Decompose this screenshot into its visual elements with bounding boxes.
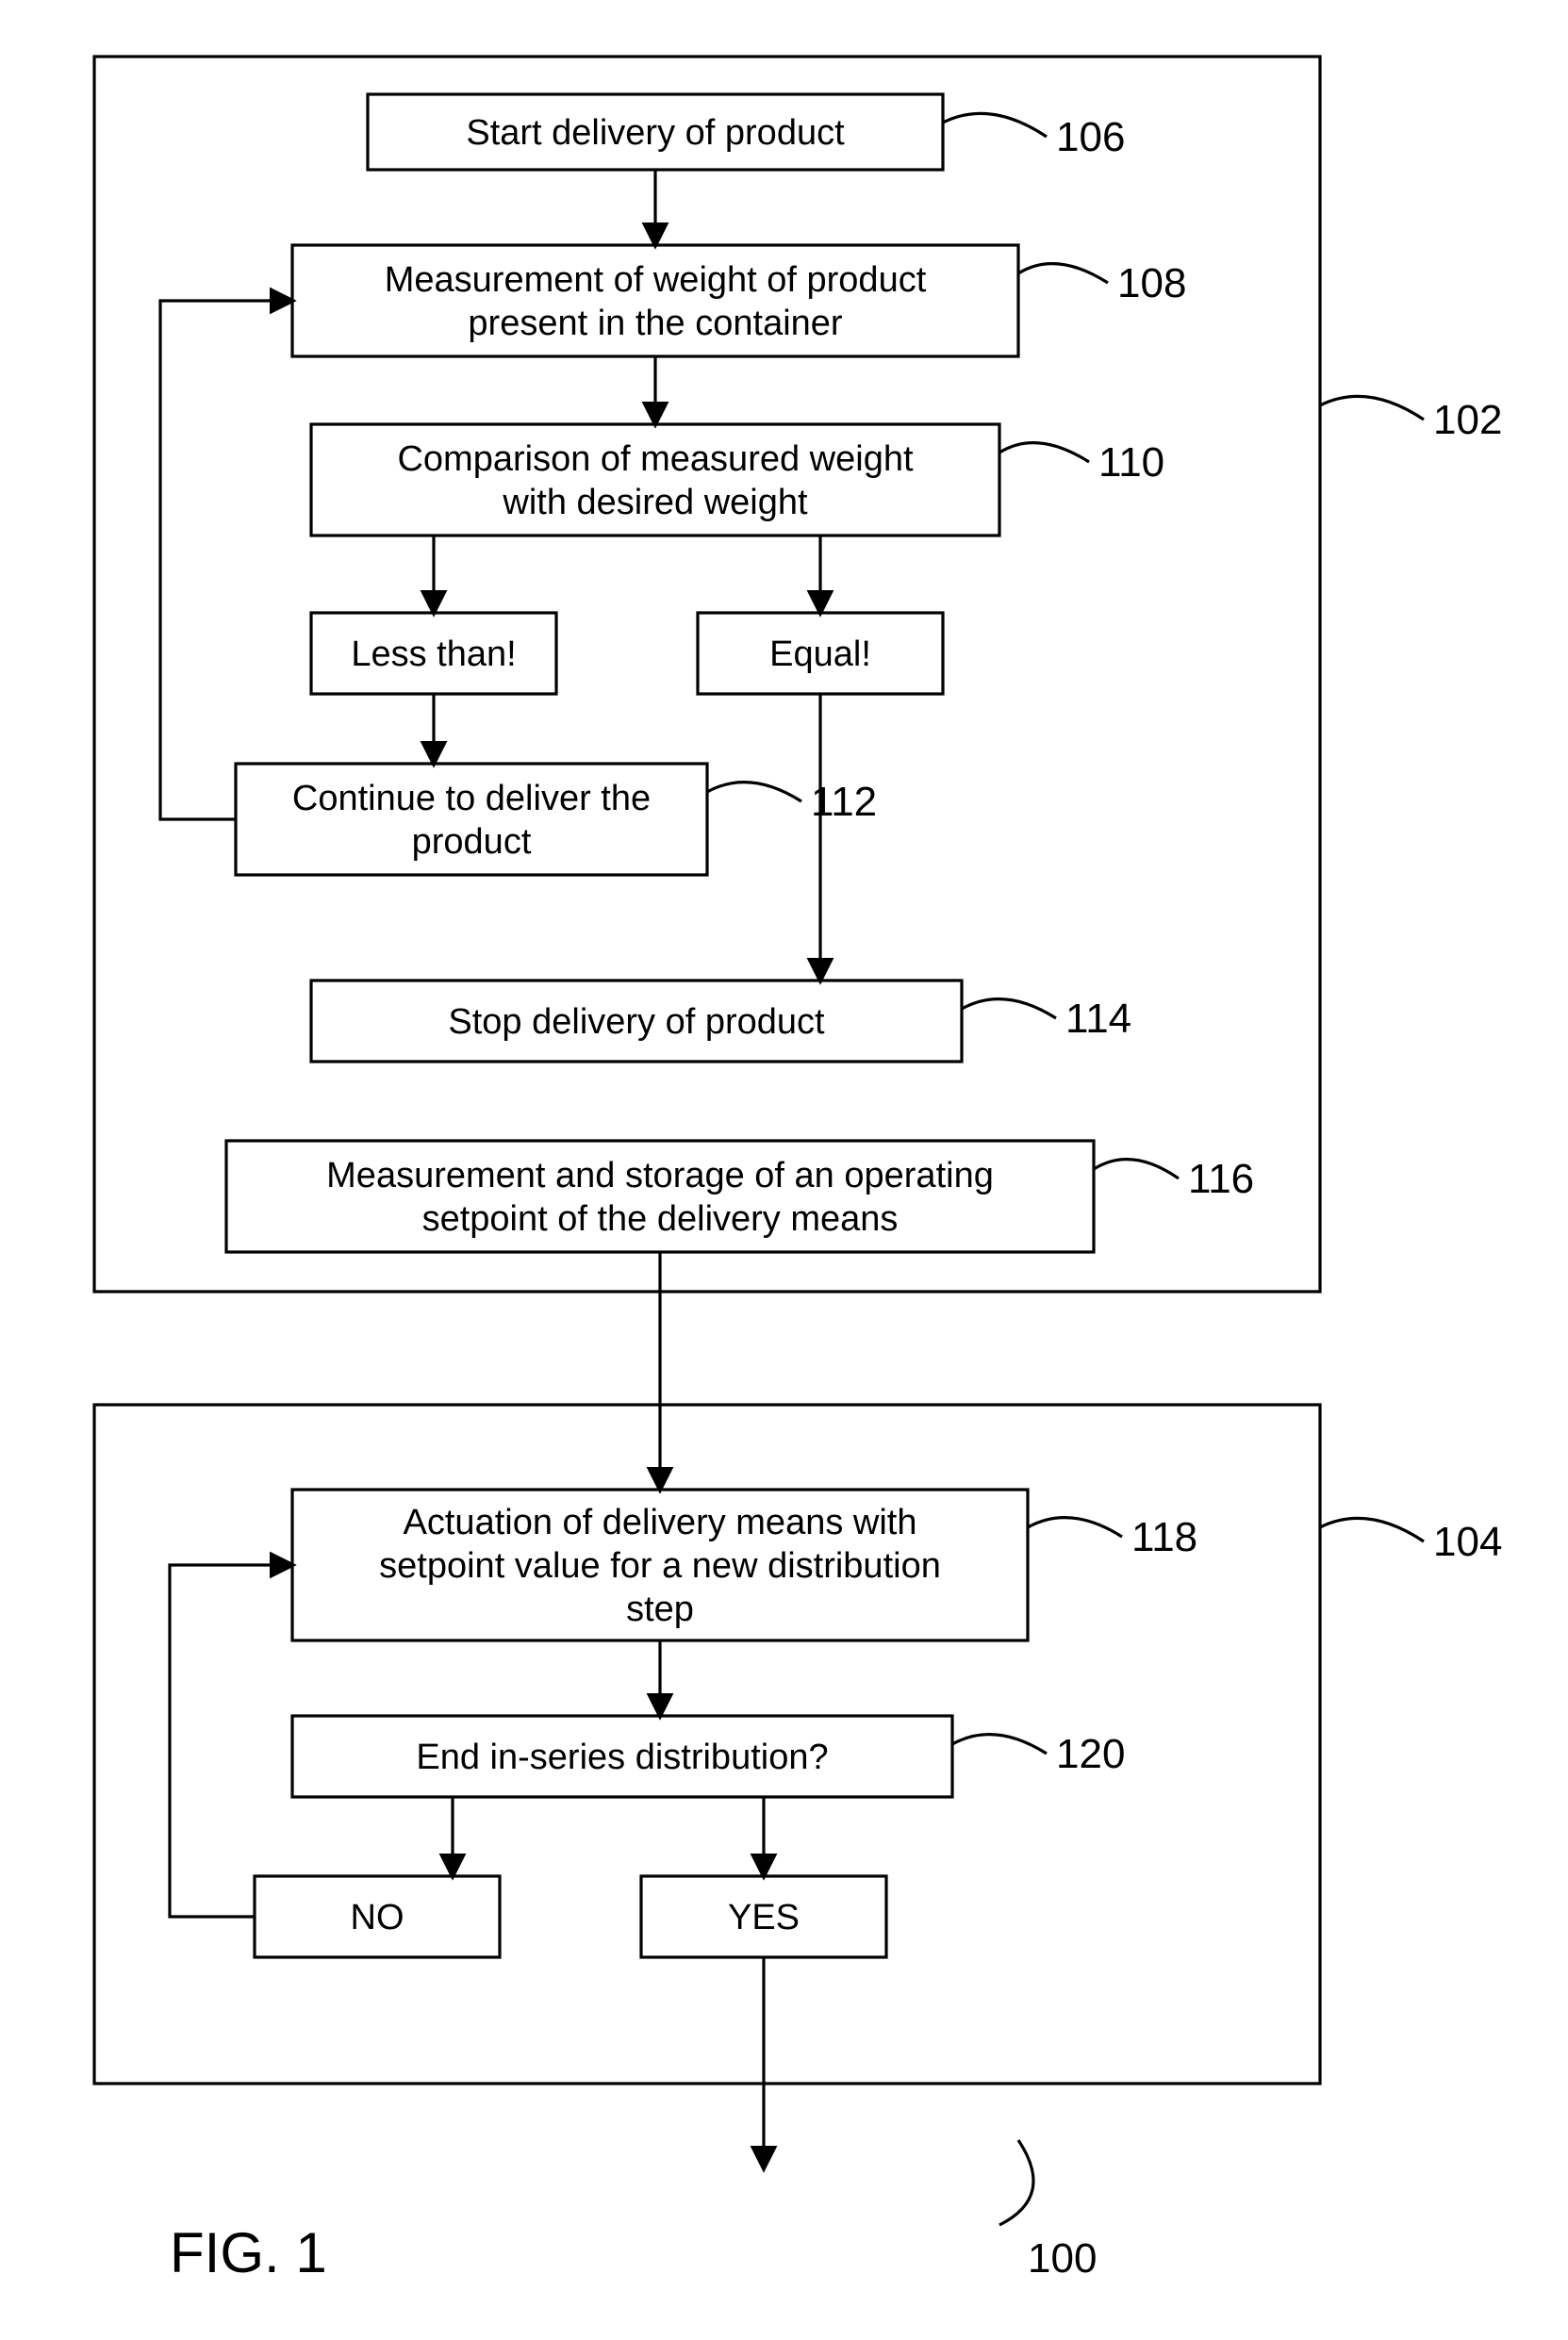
leader-102 xyxy=(1320,396,1424,420)
box-no-label: NO xyxy=(351,1898,404,1937)
ref-120: 120 xyxy=(1056,1731,1125,1777)
ref-116: 116 xyxy=(1188,1156,1254,1202)
ref-110: 110 xyxy=(1098,439,1164,486)
figure-title: FIG. 1 xyxy=(170,2221,327,2284)
ref-102: 102 xyxy=(1433,397,1502,443)
box-112-label: Continue to deliver the xyxy=(292,779,651,818)
box-less-than-label: Less than! xyxy=(351,634,516,674)
ref-106: 106 xyxy=(1056,114,1125,160)
box-yes-label: YES xyxy=(728,1898,800,1937)
box-118-label: Actuation of delivery means with xyxy=(404,1503,917,1542)
box-106-label: Start delivery of product xyxy=(466,113,845,153)
ref-108: 108 xyxy=(1117,260,1186,306)
box-114-label: Stop delivery of product xyxy=(448,1002,825,1042)
leader-100 xyxy=(999,2140,1033,2225)
box-118-label: setpoint value for a new distribution xyxy=(379,1546,941,1586)
box-120-label: End in-series distribution? xyxy=(416,1738,828,1777)
box-110-label: Comparison of measured weight xyxy=(397,439,913,479)
box-116-label: Measurement and storage of an operating xyxy=(326,1156,994,1195)
ref-104: 104 xyxy=(1433,1519,1502,1565)
ref-112: 112 xyxy=(811,779,877,825)
box-118-label: step xyxy=(626,1590,694,1629)
leader-104 xyxy=(1320,1518,1424,1541)
ref-114: 114 xyxy=(1065,996,1131,1042)
box-108-label: Measurement of weight of product xyxy=(385,260,927,300)
box-116-label: setpoint of the delivery means xyxy=(422,1199,899,1239)
flowchart-diagram: Start delivery of product Measurement of … xyxy=(0,0,1568,2340)
box-110-label: with desired weight xyxy=(502,483,808,522)
box-108-label: present in the container xyxy=(468,304,842,343)
ref-100: 100 xyxy=(1028,2235,1097,2282)
ref-118: 118 xyxy=(1131,1514,1197,1560)
box-112-label: product xyxy=(412,822,532,862)
box-equal-label: Equal! xyxy=(769,634,871,674)
